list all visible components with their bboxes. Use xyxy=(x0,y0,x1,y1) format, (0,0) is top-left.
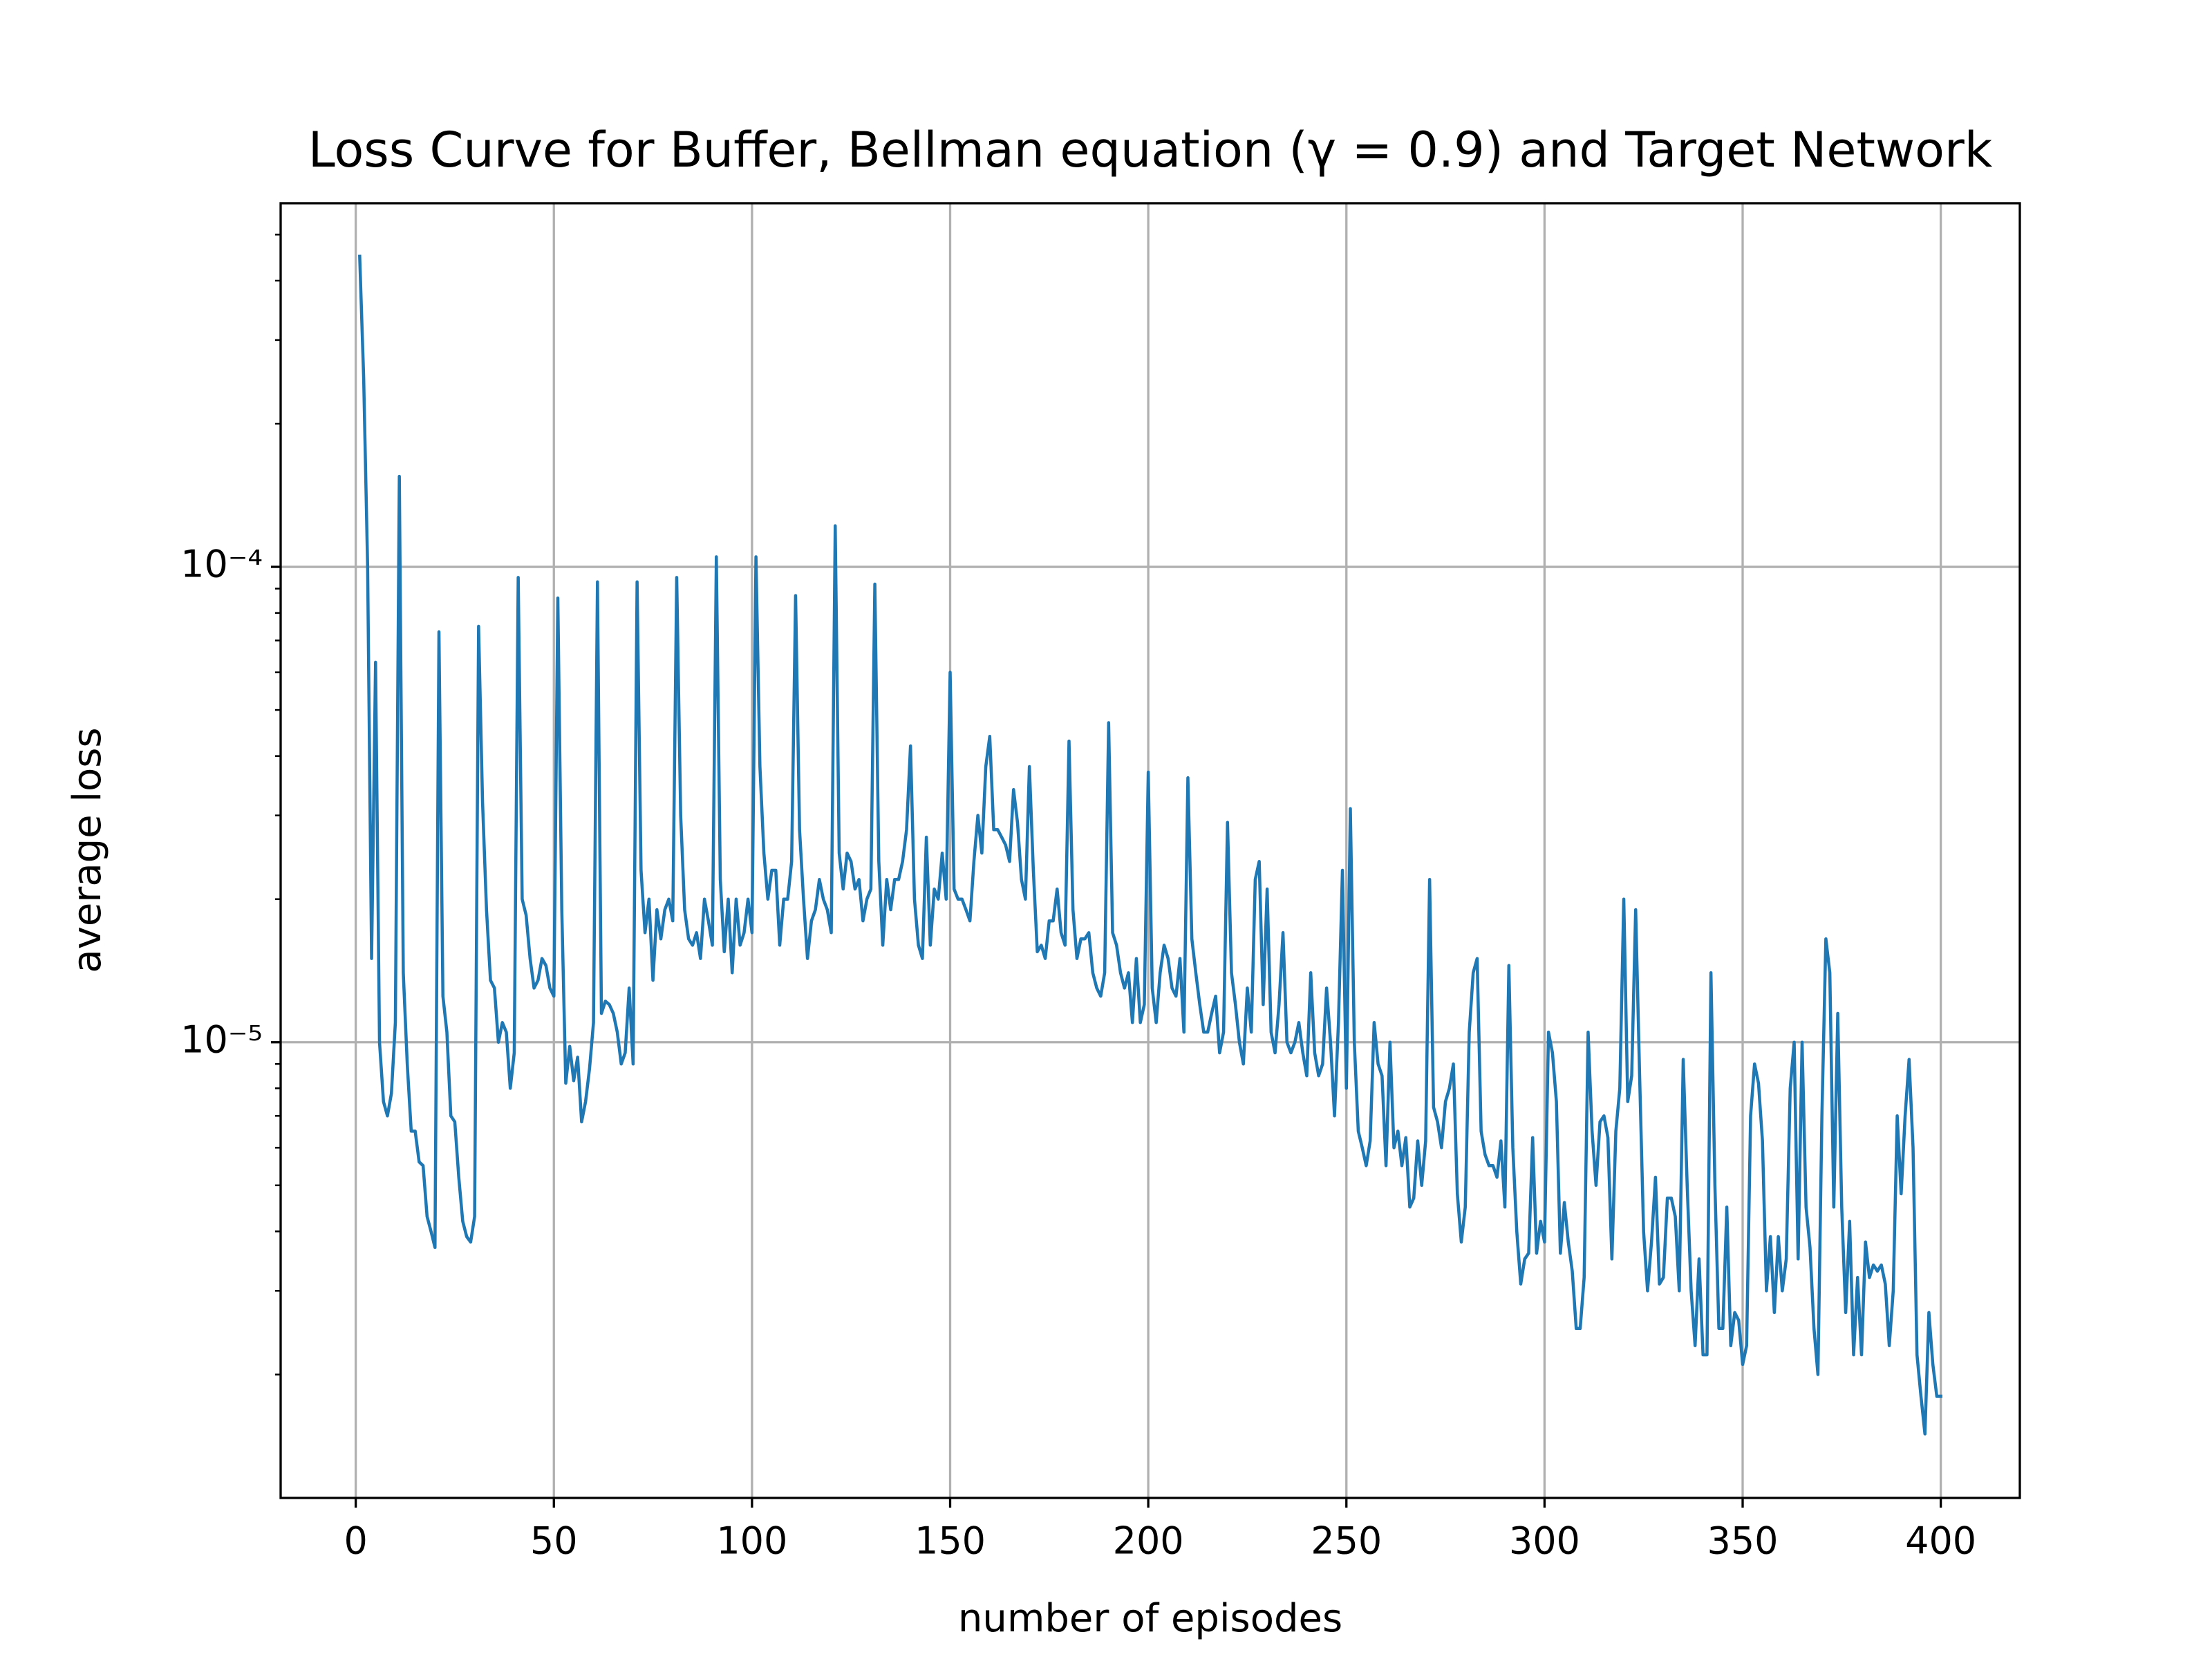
y-axis-label: average loss xyxy=(65,727,110,973)
x-tick-label: 200 xyxy=(1113,1519,1184,1563)
plot-frame xyxy=(279,202,2021,1499)
y-tick-label: 10⁻⁵ xyxy=(180,1018,263,1061)
chart-title: Loss Curve for Buffer, Bellman equation … xyxy=(308,122,1993,178)
x-tick-label: 0 xyxy=(344,1519,367,1563)
x-tick-label: 100 xyxy=(716,1519,787,1563)
data-line xyxy=(358,254,1942,1436)
x-tick-label: 250 xyxy=(1311,1519,1382,1563)
x-tick-label: 350 xyxy=(1707,1519,1778,1563)
y-tick-label: 10⁻⁴ xyxy=(180,543,263,586)
x-tick-label: 50 xyxy=(530,1519,578,1563)
x-tick-label: 400 xyxy=(1905,1519,1976,1563)
x-axis-label: number of episodes xyxy=(958,1596,1342,1641)
x-tick-label: 300 xyxy=(1509,1519,1580,1563)
x-tick-label: 150 xyxy=(915,1519,986,1563)
